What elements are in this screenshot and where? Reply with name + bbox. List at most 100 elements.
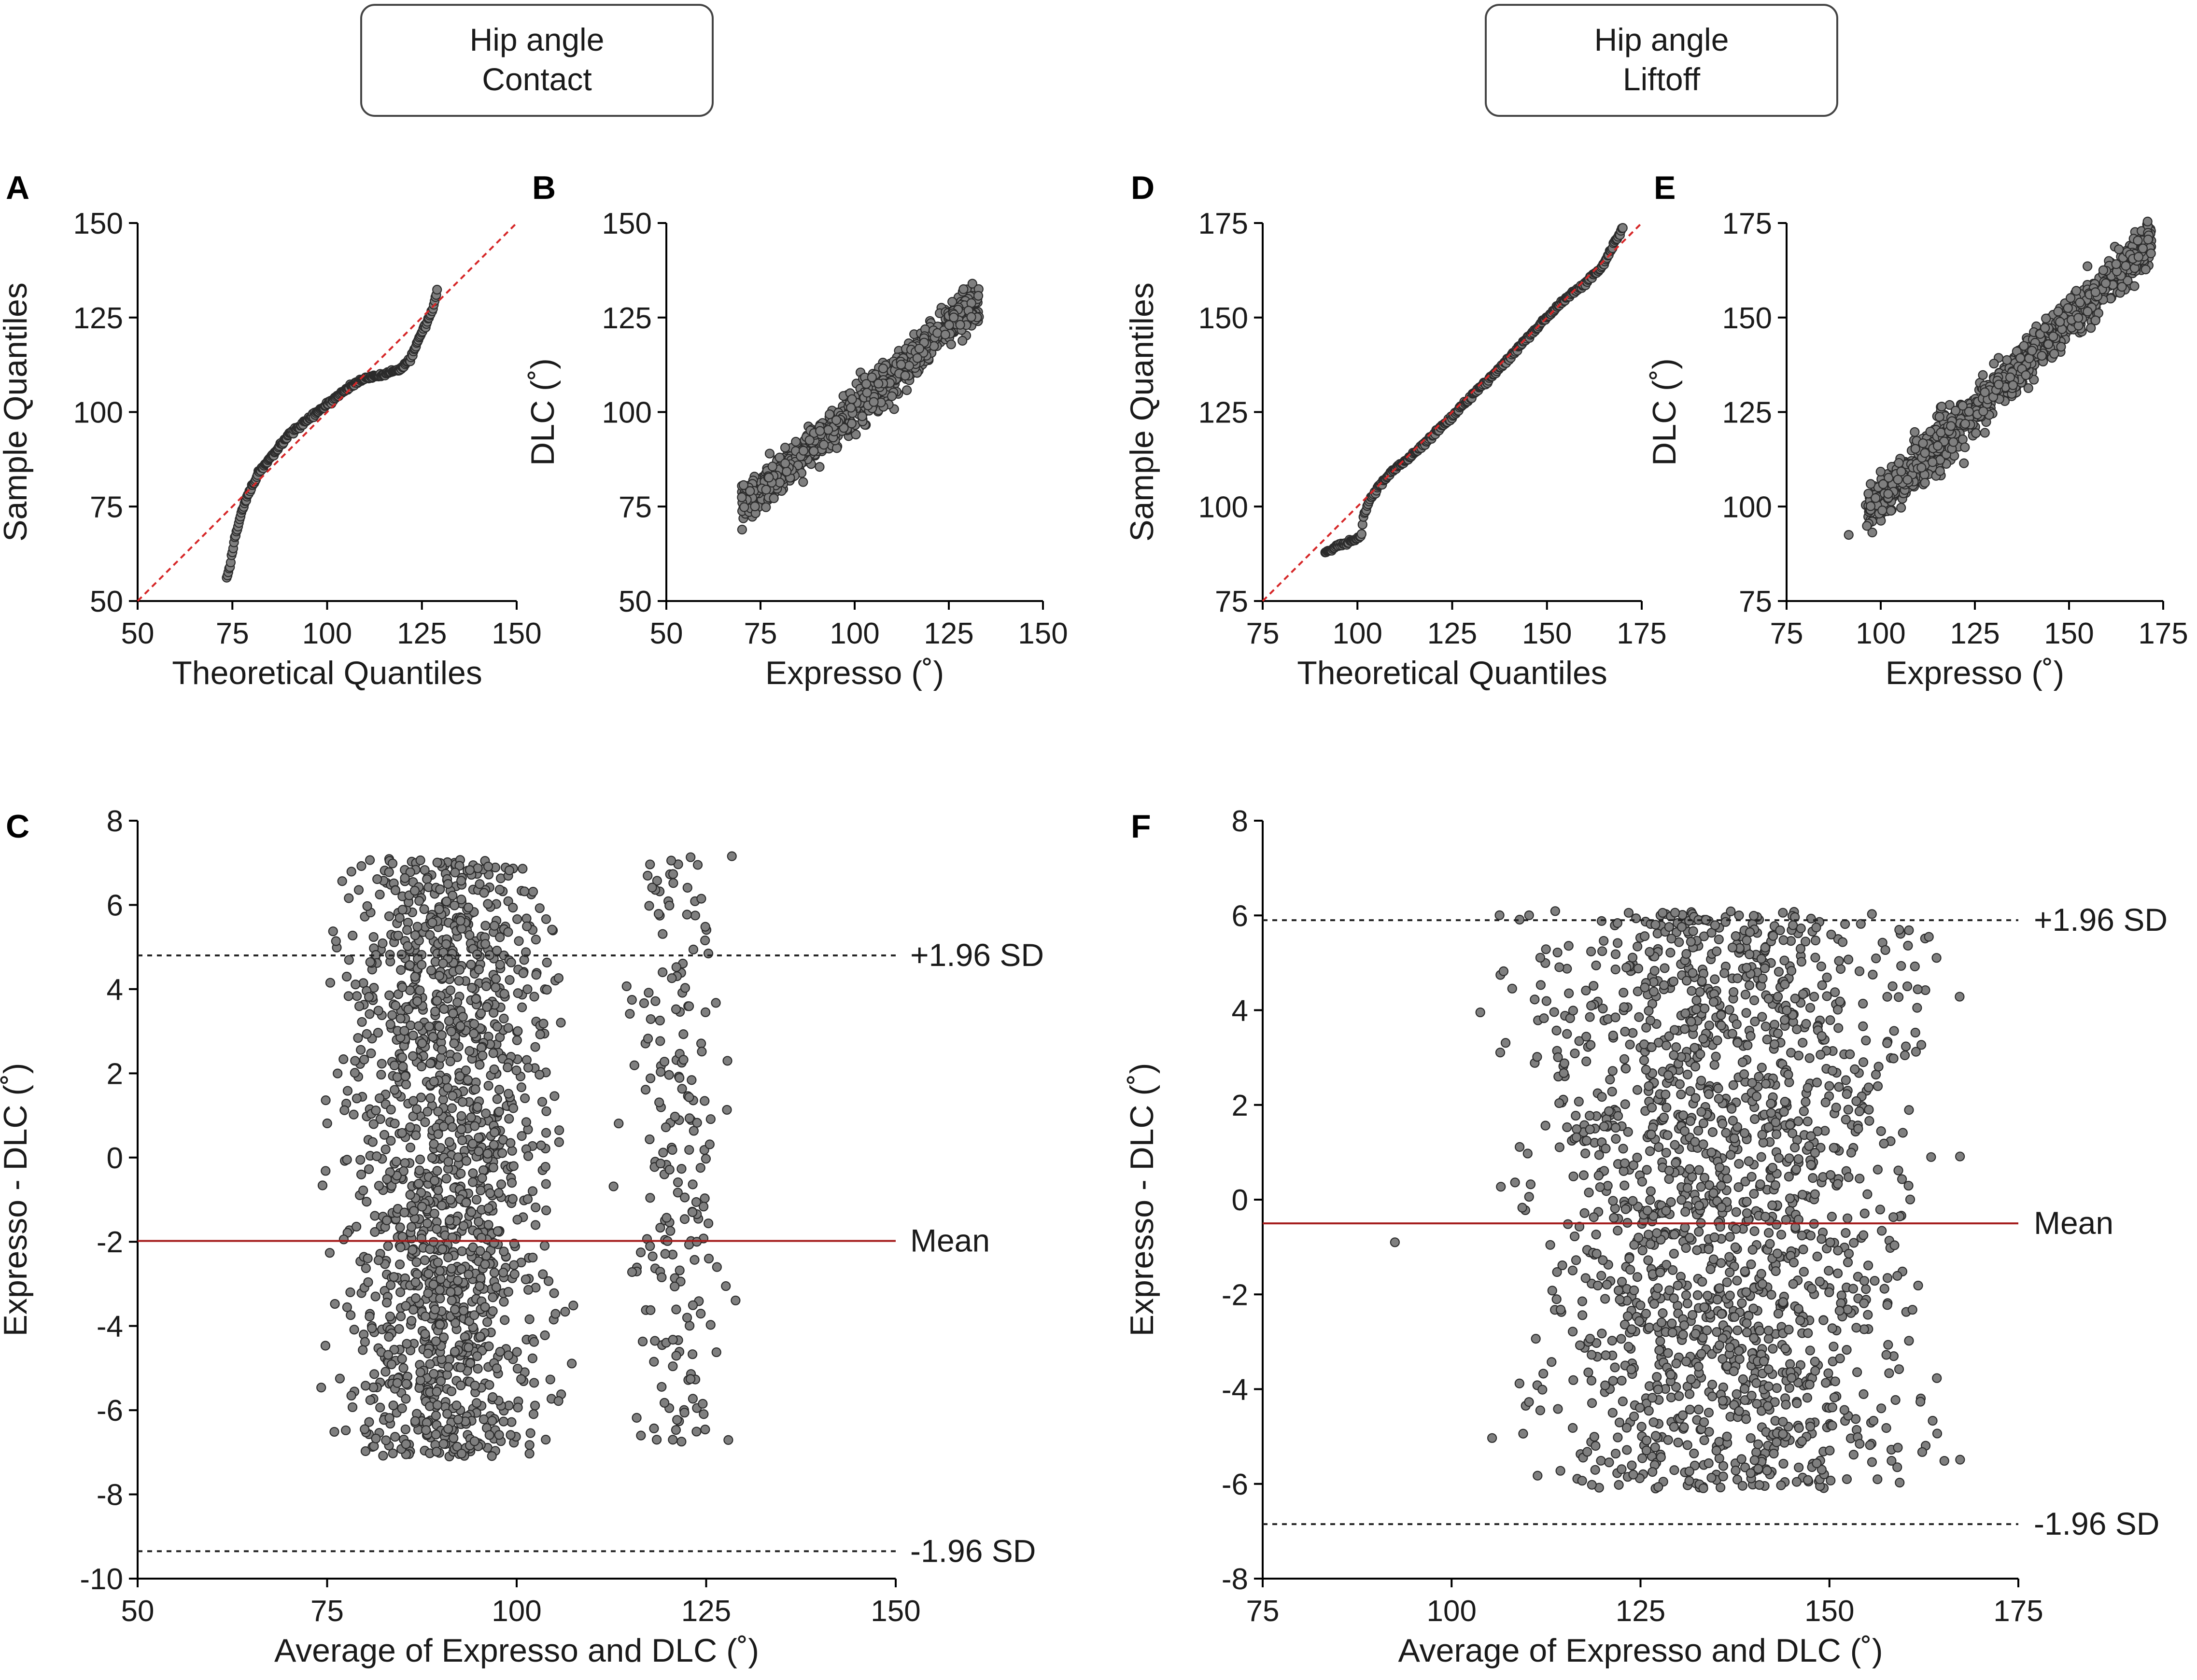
y-tick-label: 4: [107, 973, 123, 1007]
scatter-point: [1932, 441, 1943, 451]
difference-point: [452, 997, 463, 1008]
difference-point: [1596, 1271, 1606, 1281]
y-tick-label: 2: [1232, 1089, 1248, 1122]
difference-point: [411, 1257, 422, 1267]
difference-point: [430, 1304, 440, 1315]
y-tick-label: 8: [107, 805, 123, 838]
difference-point: [490, 1127, 500, 1137]
difference-point: [466, 959, 476, 970]
scatter-point: [775, 452, 785, 462]
scatter-point: [764, 473, 774, 483]
difference-point: [1737, 1057, 1748, 1067]
difference-point: [685, 1321, 695, 1331]
difference-point: [356, 1169, 366, 1180]
difference-point: [1746, 1259, 1756, 1270]
difference-point: [540, 1162, 550, 1172]
panel-letter: F: [1131, 808, 1151, 845]
difference-point: [475, 1060, 485, 1070]
difference-point: [352, 991, 362, 1001]
difference-point: [481, 1108, 491, 1119]
difference-point: [528, 1252, 538, 1263]
difference-point: [668, 1361, 678, 1372]
scatter-point: [904, 361, 914, 371]
difference-point: [453, 1152, 463, 1162]
y-tick-label: 2: [107, 1057, 123, 1091]
difference-point: [403, 1004, 413, 1015]
difference-point: [378, 1451, 388, 1461]
difference-point: [384, 1332, 394, 1342]
scatter-point: [819, 440, 829, 450]
difference-point: [368, 932, 379, 942]
difference-point: [523, 1151, 534, 1161]
difference-point: [507, 1146, 517, 1156]
difference-point: [522, 921, 532, 931]
difference-point: [549, 1091, 560, 1101]
difference-point: [675, 1073, 685, 1083]
difference-point: [495, 960, 505, 970]
y-tick-label: 100: [73, 396, 123, 430]
difference-point: [398, 1363, 408, 1373]
scatter-point: [738, 480, 749, 490]
difference-point: [1685, 1389, 1695, 1399]
scatter-point: [2043, 339, 2054, 350]
scatter-point: [2133, 252, 2143, 262]
difference-point: [356, 861, 366, 871]
difference-point: [689, 1126, 699, 1136]
scatter-point: [782, 466, 792, 476]
difference-point: [608, 1181, 619, 1191]
scatter-point: [1894, 458, 1904, 468]
header-contact: Hip angle Contact: [360, 4, 714, 117]
scatter-point: [2063, 303, 2073, 313]
header-box-liftoff: [1485, 4, 1838, 117]
scatter-point: [2075, 297, 2085, 308]
x-tick-label: 100: [1427, 1595, 1477, 1628]
difference-point: [503, 1350, 514, 1360]
y-tick-label: 125: [1198, 396, 1248, 430]
difference-point: [524, 1448, 535, 1459]
difference-point: [495, 1346, 505, 1357]
difference-point: [1587, 1398, 1597, 1408]
difference-point: [385, 1019, 395, 1029]
difference-point: [386, 1135, 396, 1146]
difference-point: [386, 1280, 396, 1290]
difference-point: [449, 1433, 459, 1443]
scatter-point: [791, 436, 801, 447]
difference-point: [437, 1201, 447, 1211]
scatter-point: [955, 320, 965, 330]
difference-point: [540, 1330, 550, 1341]
difference-point: [437, 1244, 448, 1254]
difference-point: [375, 1093, 385, 1104]
y-tick-label: 75: [1215, 585, 1248, 618]
difference-point: [539, 1241, 550, 1251]
scatter-point: [1964, 406, 1974, 417]
scatter-point: [798, 477, 808, 487]
scatter-point: [2083, 307, 2093, 317]
difference-point: [647, 882, 657, 893]
difference-point: [705, 1320, 716, 1330]
difference-point: [1607, 1408, 1618, 1418]
scatter-point: [2098, 265, 2109, 275]
y-tick-label: 75: [90, 490, 123, 524]
scatter-point: [2146, 248, 2156, 258]
difference-point: [498, 1267, 508, 1278]
scatter-point: [902, 385, 912, 395]
difference-point: [523, 1063, 534, 1073]
difference-point: [512, 1347, 522, 1357]
difference-point: [363, 1277, 373, 1288]
difference-point: [408, 1030, 418, 1040]
difference-point: [391, 1157, 401, 1167]
difference-point: [461, 1198, 471, 1208]
difference-point: [465, 1046, 475, 1056]
difference-point: [345, 1287, 355, 1297]
difference-point: [410, 1416, 420, 1426]
scatter-point: [804, 435, 815, 445]
difference-point: [438, 1121, 449, 1132]
scatter-point: [878, 364, 888, 374]
difference-point: [386, 1105, 396, 1115]
difference-point: [475, 879, 485, 889]
y-tick-label: 75: [619, 490, 652, 524]
difference-point: [389, 1272, 399, 1282]
x-tick-label: 75: [1246, 617, 1280, 650]
difference-point: [1901, 1041, 1911, 1051]
scatter-point: [1960, 419, 1971, 429]
